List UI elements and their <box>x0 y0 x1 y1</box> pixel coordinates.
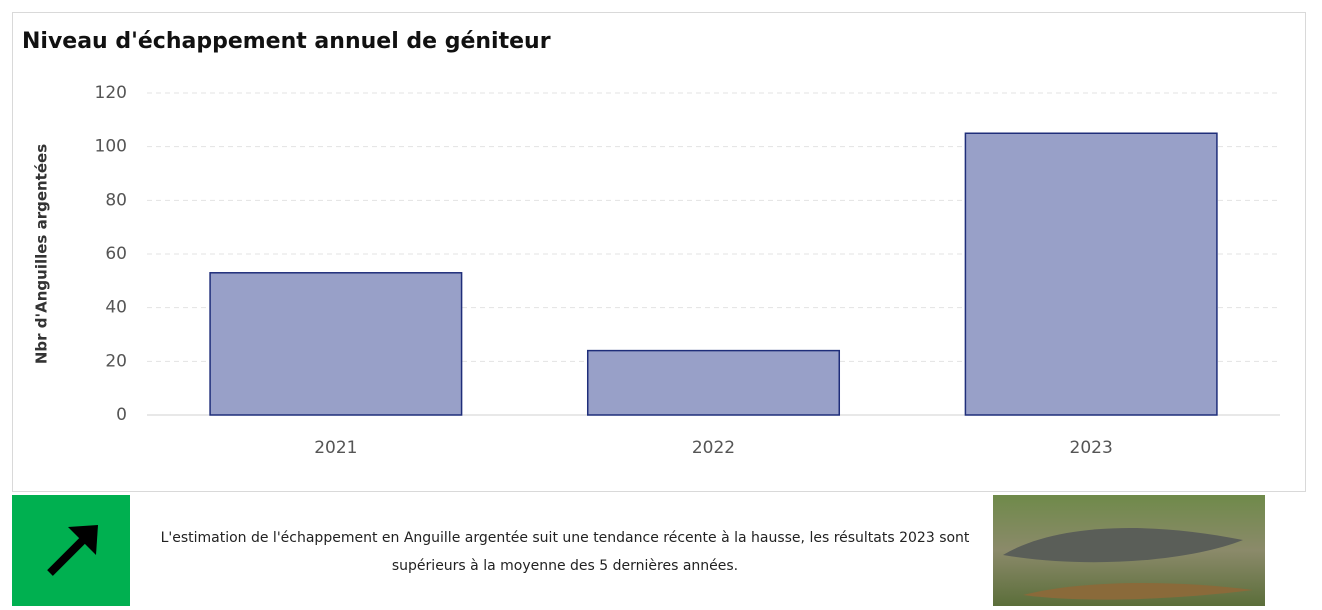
photo <box>993 495 1265 606</box>
chart-title: Niveau d'échappement annuel de géniteur <box>22 29 551 54</box>
y-tick-label: 80 <box>105 190 127 210</box>
chart: Niveau d'échappement annuel de géniteur … <box>22 29 1280 458</box>
y-axis-label: Nbr d'Anguilles argentées <box>33 144 51 364</box>
y-tick-label: 120 <box>95 83 127 103</box>
y-tick-label: 60 <box>105 244 127 264</box>
x-tick-label: 2022 <box>692 438 735 458</box>
x-tick-label: 2023 <box>1070 438 1113 458</box>
trend-arrow <box>47 525 98 576</box>
y-tick-label: 0 <box>116 405 127 425</box>
y-tick-label: 20 <box>105 351 127 371</box>
bar <box>209 272 463 416</box>
x-tick-label: 2021 <box>314 438 357 458</box>
caption: L'estimation de l'échappement en Anguill… <box>160 530 970 574</box>
y-tick-label: 40 <box>105 298 127 318</box>
chart-frame <box>12 12 1306 492</box>
y-tick-label: 100 <box>95 137 127 157</box>
bar <box>964 132 1218 416</box>
trend-box <box>12 495 130 606</box>
bar <box>586 349 841 416</box>
